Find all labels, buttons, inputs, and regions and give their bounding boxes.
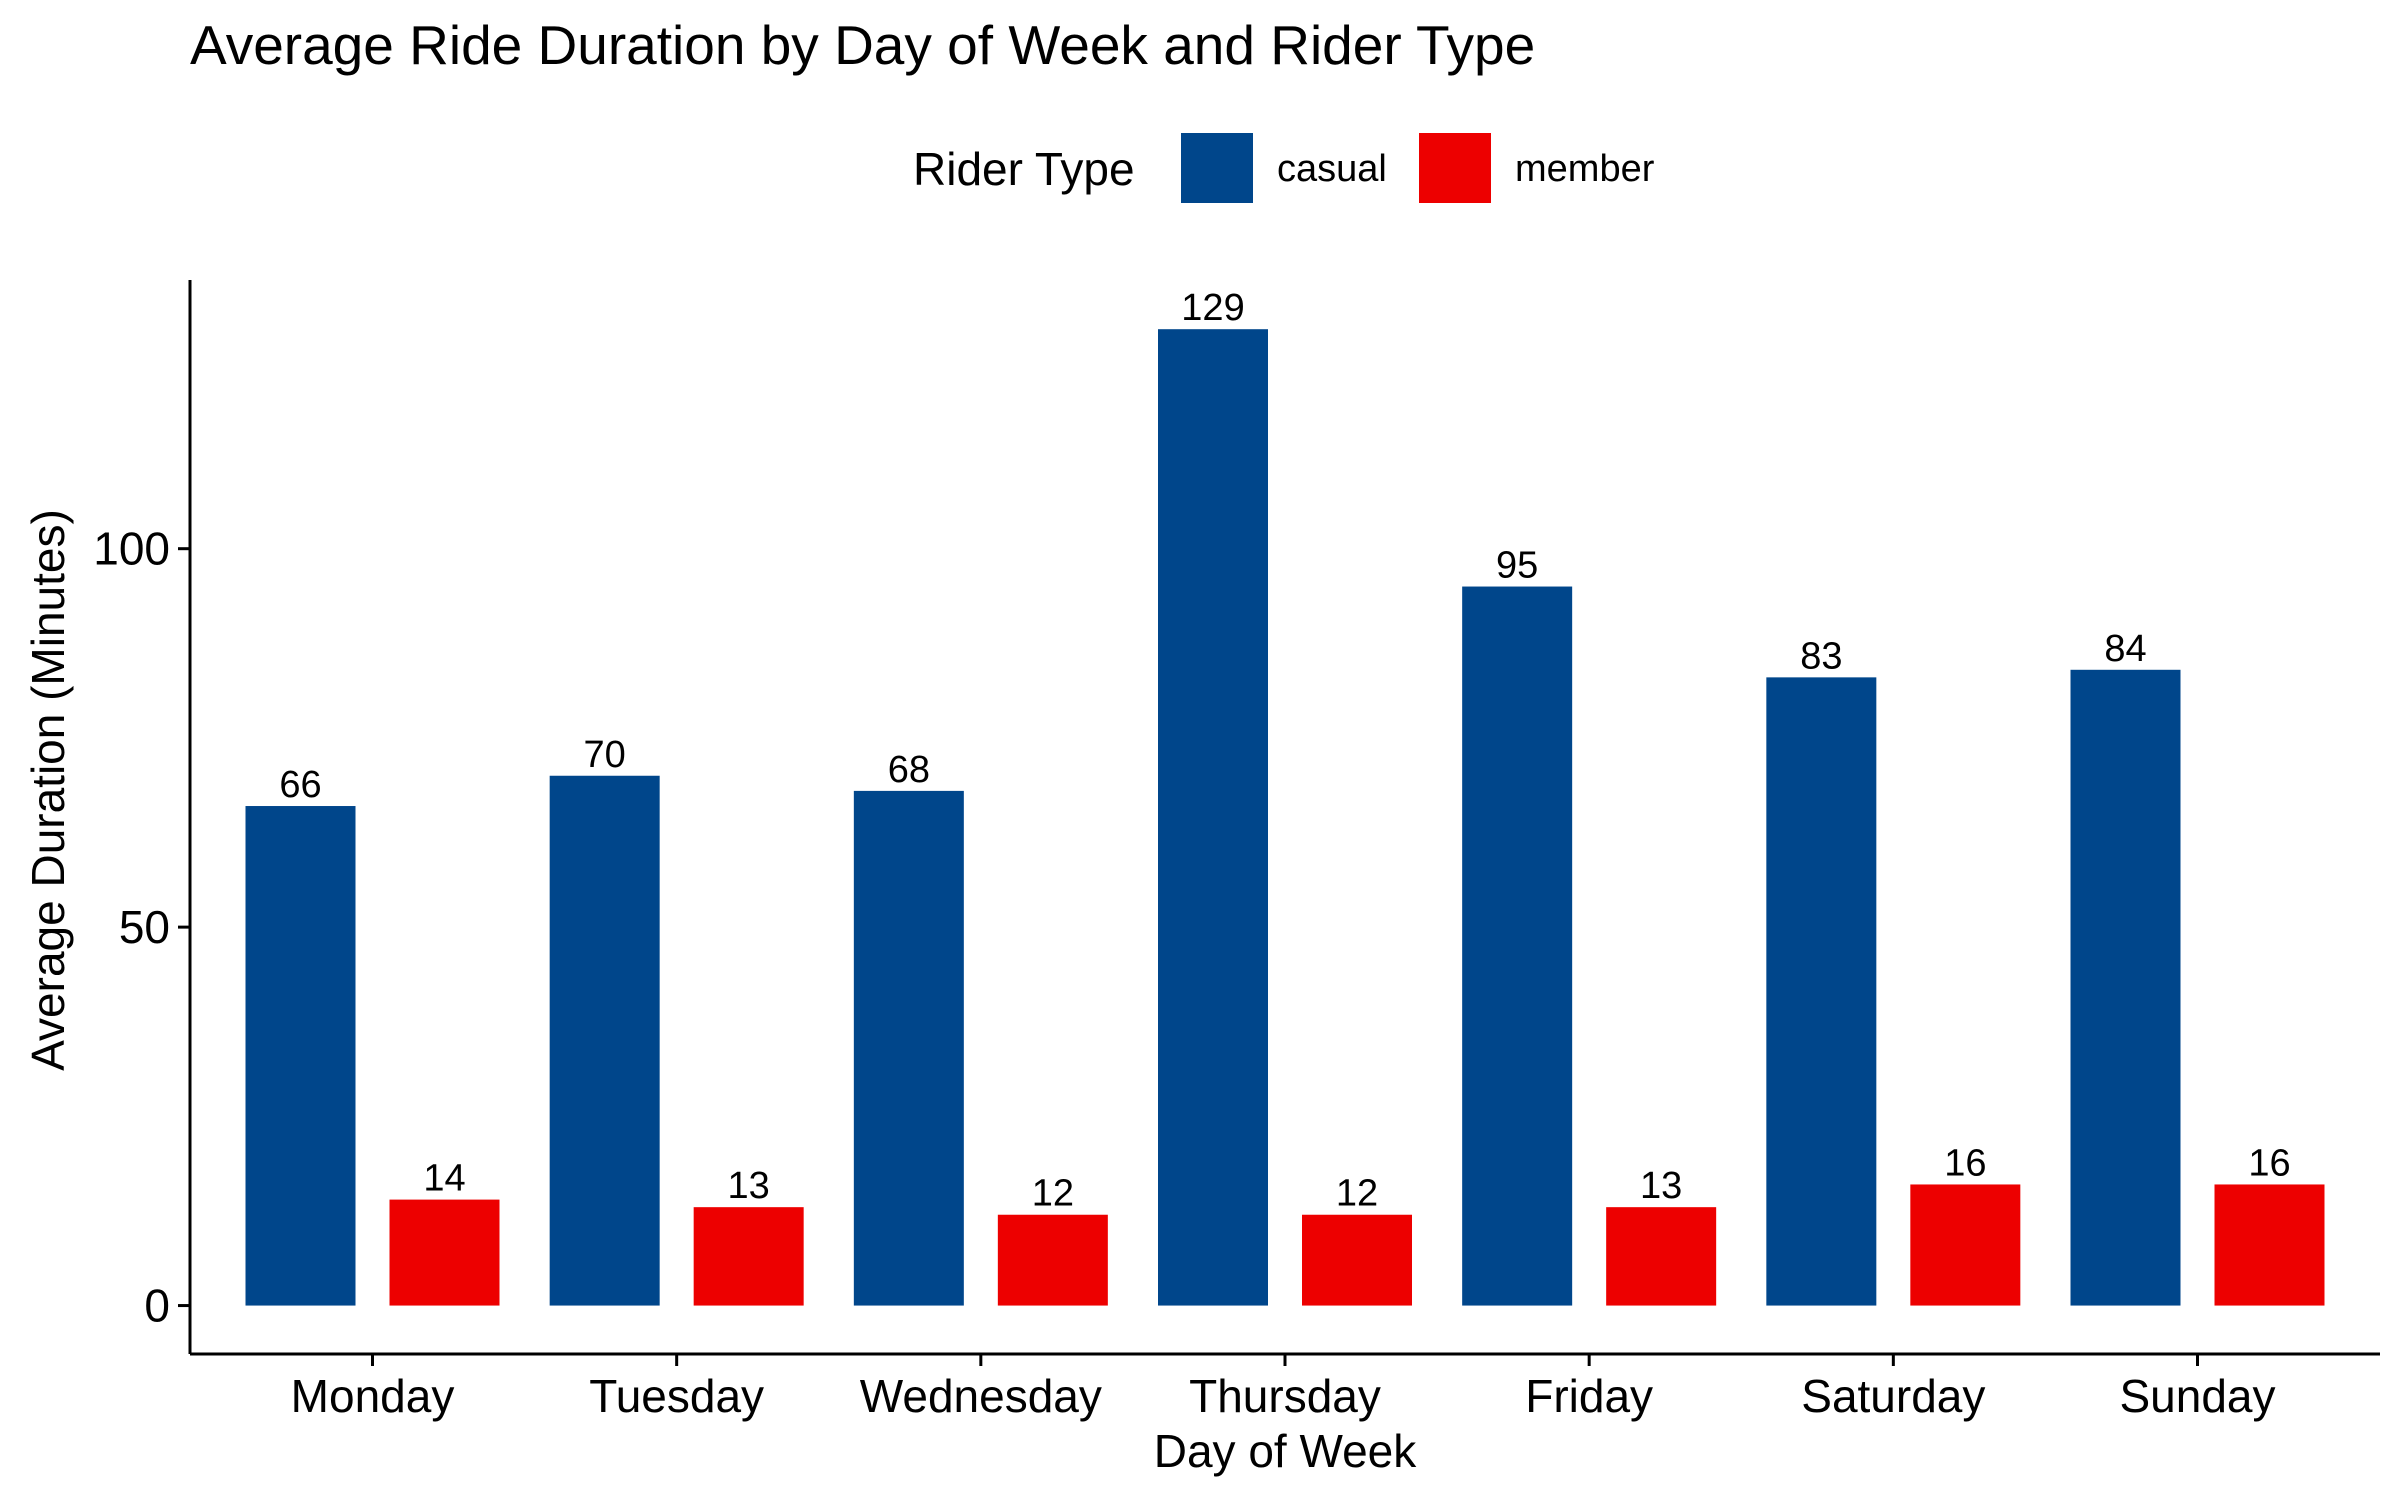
data-label-member-sunday: 16 [2248, 1142, 2290, 1184]
data-label-casual-friday: 95 [1496, 545, 1538, 587]
data-label-member-saturday: 16 [1944, 1142, 1986, 1184]
bar-member-tuesday [693, 1207, 804, 1306]
bar-member-sunday [2214, 1184, 2325, 1306]
x-axis-ticks: Monday Tuesday Wednesday Thursday Friday Satu… [291, 1354, 2276, 1422]
bar-member-monday [389, 1199, 500, 1306]
bar-casual-tuesday [549, 775, 660, 1306]
bar-member-thursday [1302, 1214, 1412, 1306]
x-axis-title: Day of Week [1154, 1425, 1417, 1477]
x-tick-label-tuesday: Tuesday [589, 1370, 764, 1422]
legend: Rider Type casual member [913, 133, 1655, 203]
bar-casual-sunday [2070, 669, 2181, 1306]
bar-casual-friday [1462, 586, 1573, 1306]
data-label-casual-sunday: 84 [2104, 628, 2146, 670]
bar-casual-thursday [1158, 329, 1268, 1306]
x-tick-label-friday: Friday [1525, 1370, 1653, 1422]
data-label-member-friday: 13 [1640, 1165, 1682, 1207]
bar-member-saturday [1910, 1184, 2021, 1306]
bar-casual-wednesday [853, 790, 964, 1306]
chart-title: Average Ride Duration by Day of Week and… [190, 14, 1535, 76]
data-label-casual-saturday: 83 [1800, 635, 1842, 677]
y-tick-label: 0 [144, 1280, 170, 1332]
x-tick-label-saturday: Saturday [1801, 1370, 1985, 1422]
y-tick-label: 50 [119, 901, 170, 953]
legend-swatch-member [1419, 133, 1491, 203]
data-label-member-monday: 14 [423, 1158, 465, 1200]
bar-casual-monday [245, 806, 356, 1306]
bars [245, 329, 2325, 1306]
y-axis-ticks: 0 50 100 [93, 523, 190, 1332]
data-label-casual-monday: 66 [279, 764, 321, 806]
x-tick-label-monday: Monday [291, 1370, 455, 1422]
y-axis-title: Average Duration (Minutes) [22, 509, 74, 1071]
plot-area: 66 14 70 13 68 12 129 12 95 13 83 16 84 16 0 50 100 Mon… [93, 280, 2380, 1422]
data-label-member-thursday: 12 [1336, 1173, 1378, 1215]
x-tick-label-sunday: Sunday [2119, 1370, 2275, 1422]
data-labels: 66 14 70 13 68 12 129 12 95 13 83 16 84 16 [279, 287, 2290, 1215]
legend-swatch-casual [1181, 133, 1253, 203]
y-tick-label: 100 [93, 523, 170, 575]
x-tick-label-wednesday: Wednesday [860, 1370, 1102, 1422]
data-label-casual-tuesday: 70 [584, 734, 626, 776]
legend-items: casual member [1181, 133, 1655, 203]
legend-label-member: member [1515, 148, 1655, 190]
data-label-member-tuesday: 13 [728, 1165, 770, 1207]
x-tick-label-thursday: Thursday [1189, 1370, 1381, 1422]
bar-member-wednesday [997, 1214, 1108, 1306]
data-label-casual-wednesday: 68 [888, 749, 930, 791]
bar-member-friday [1606, 1207, 1717, 1306]
data-label-member-wednesday: 12 [1032, 1173, 1074, 1215]
data-label-casual-thursday: 129 [1181, 287, 1244, 329]
legend-label-casual: casual [1277, 148, 1387, 190]
legend-title: Rider Type [913, 143, 1135, 195]
bar-casual-saturday [1766, 677, 1877, 1306]
